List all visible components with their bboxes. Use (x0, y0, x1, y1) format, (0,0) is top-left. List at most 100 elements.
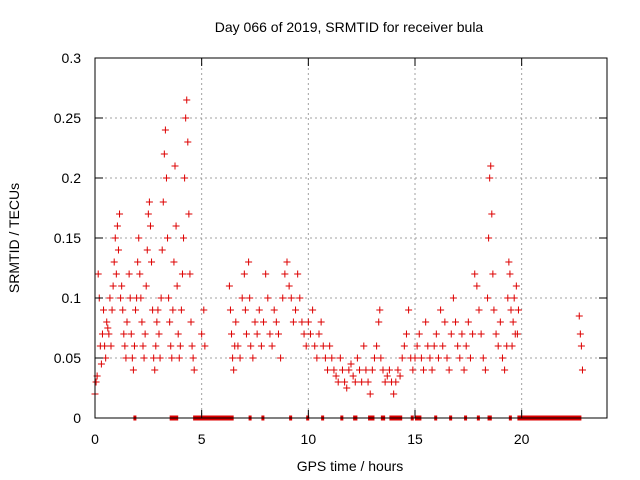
data-point (94, 270, 102, 278)
data-point (234, 342, 242, 350)
data-point (170, 258, 178, 266)
data-point (496, 318, 504, 326)
data-point (306, 330, 314, 338)
data-point (514, 306, 522, 314)
data-point (345, 366, 353, 374)
data-point (353, 354, 361, 362)
y-axis-label: SRMTID / TECUs (6, 183, 22, 293)
data-point (492, 330, 500, 338)
data-point (379, 366, 387, 374)
data-point (317, 318, 325, 326)
data-point (426, 354, 434, 362)
data-point (486, 174, 494, 182)
data-point (409, 366, 417, 374)
data-point (383, 372, 391, 380)
data-point (330, 366, 338, 374)
data-point (277, 354, 285, 362)
data-point (161, 126, 169, 134)
data-point (347, 360, 355, 368)
data-point (272, 318, 280, 326)
data-point (328, 354, 336, 362)
data-point (377, 354, 385, 362)
data-point (394, 366, 402, 374)
data-point (309, 306, 317, 314)
data-point (98, 330, 106, 338)
data-point (106, 294, 114, 302)
data-point (432, 330, 440, 338)
data-point (201, 342, 209, 350)
data-point (166, 318, 174, 326)
data-point (375, 318, 383, 326)
data-point (289, 318, 297, 326)
data-point (456, 354, 464, 362)
data-point (294, 270, 302, 278)
data-point (362, 366, 370, 374)
data-point (370, 354, 378, 362)
data-point (148, 258, 156, 266)
data-point (513, 330, 521, 338)
data-point (512, 282, 520, 290)
data-point (158, 246, 166, 254)
data-point (154, 306, 162, 314)
data-point (494, 342, 502, 350)
data-point (283, 258, 291, 266)
data-point (505, 258, 513, 266)
data-point (198, 330, 206, 338)
chart-title: Day 066 of 2019, SRMTID for receiver bul… (215, 19, 484, 35)
data-point (469, 330, 477, 338)
data-point (143, 246, 151, 254)
data-point (146, 222, 154, 230)
data-point (279, 294, 287, 302)
data-point (341, 378, 349, 386)
data-point (200, 306, 208, 314)
data-point (287, 294, 295, 302)
data-point (105, 330, 113, 338)
data-point (260, 318, 268, 326)
data-point (138, 318, 146, 326)
data-point (104, 324, 112, 332)
data-point (296, 294, 304, 302)
data-point (107, 342, 115, 350)
data-point (373, 342, 381, 350)
data-point (236, 354, 244, 362)
data-point (165, 294, 173, 302)
y-tick-label: 0.1 (62, 290, 82, 306)
data-point (245, 258, 253, 266)
data-point (110, 258, 118, 266)
data-point (232, 318, 240, 326)
data-point (167, 342, 175, 350)
data-point (141, 330, 149, 338)
data-point (174, 330, 182, 338)
data-point (338, 366, 346, 374)
x-tick-label: 5 (198, 431, 206, 447)
data-point (430, 342, 438, 350)
data-point (420, 366, 428, 374)
y-tick-label: 0 (73, 410, 81, 426)
data-point (122, 354, 130, 362)
data-point (251, 318, 259, 326)
data-point (132, 306, 140, 314)
data-point (160, 150, 168, 158)
x-axis-label: GPS time / hours (297, 458, 404, 474)
data-point (140, 354, 148, 362)
data-point (266, 330, 274, 338)
data-point (487, 162, 495, 170)
data-point (471, 270, 479, 278)
data-point (400, 342, 408, 350)
data-point (509, 318, 517, 326)
data-point (189, 354, 197, 362)
data-point (498, 354, 506, 362)
data-point (358, 378, 366, 386)
data-point (507, 306, 515, 314)
data-point (485, 234, 493, 242)
data-point (108, 306, 116, 314)
data-point (311, 342, 319, 350)
data-point (376, 306, 384, 314)
x-tick-label: 0 (91, 431, 99, 447)
data-point (264, 294, 272, 302)
data-point (229, 354, 237, 362)
data-point (428, 366, 436, 374)
data-point (484, 294, 492, 302)
data-point (501, 366, 509, 374)
data-point (188, 342, 196, 350)
